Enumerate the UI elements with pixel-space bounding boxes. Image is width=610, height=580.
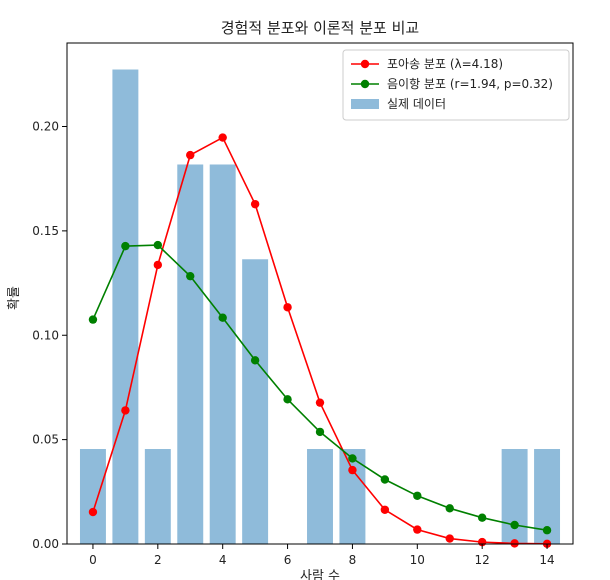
series-1-point-9 — [380, 475, 390, 484]
bar-7 — [307, 449, 333, 544]
series-1-point-3 — [186, 271, 195, 281]
x-axis-ticks: 0 2 4 6 8 10 12 14 — [89, 544, 555, 567]
series-0-point-5 — [250, 199, 260, 209]
series-1-point-14 — [542, 526, 552, 535]
y-axis-title: 확률 — [7, 286, 22, 310]
x-tick-label-2: 2 — [154, 553, 162, 567]
legend-label-negbinom: 음이항 분포 (r=1.94, p=0.32) — [387, 77, 553, 91]
series-0-point-8 — [348, 465, 357, 475]
series-0-point-13 — [510, 539, 519, 548]
legend-marker-poisson — [360, 59, 370, 69]
bar-1 — [112, 69, 139, 544]
series-0-point-7 — [315, 398, 325, 407]
legend-label-poisson: 포아송 분포 (λ=4.18) — [387, 57, 503, 71]
series-1-point-13 — [510, 520, 519, 530]
y-tick-label-2: 0.10 — [32, 328, 59, 342]
series-1-point-4 — [218, 313, 227, 322]
x-axis-title: 사람 수 — [300, 569, 340, 580]
series-0-point-1 — [121, 406, 130, 415]
bar-5 — [242, 259, 269, 544]
y-tick-label-3: 0.15 — [32, 224, 59, 238]
series-1-point-1 — [121, 241, 130, 251]
bar-3 — [177, 164, 204, 544]
bars-layer — [79, 69, 561, 544]
x-tick-label-12: 12 — [475, 553, 490, 567]
chart-title: 경험적 분포와 이론적 분포 비교 — [221, 19, 419, 37]
lines-layer — [88, 133, 552, 548]
legend-marker-negbinom — [360, 79, 370, 89]
bar-4 — [209, 164, 236, 544]
bar-13 — [501, 449, 528, 544]
series-1-point-10 — [413, 491, 422, 500]
plot-frame — [66, 42, 574, 545]
x-tick-label-14: 14 — [539, 553, 554, 567]
series-1-point-0 — [88, 315, 98, 324]
series-0-point-2 — [153, 260, 163, 270]
series-0-point-0 — [88, 507, 98, 517]
series-1-point-6 — [283, 395, 292, 404]
y-tick-label-0: 0.00 — [32, 537, 59, 551]
series-0-point-9 — [380, 505, 390, 514]
series-1-point-11 — [445, 504, 454, 513]
series-1-point-8 — [348, 454, 357, 463]
x-tick-label-4: 4 — [219, 553, 227, 567]
series-0-point-11 — [445, 534, 454, 543]
series-0-point-10 — [413, 525, 422, 534]
legend-swatch-actual — [351, 99, 379, 109]
x-tick-label-0: 0 — [89, 553, 97, 567]
series-0-point-6 — [283, 303, 292, 312]
x-tick-label-6: 6 — [284, 553, 292, 567]
series-1-point-12 — [477, 513, 487, 522]
series-0-point-4 — [218, 133, 227, 142]
series-1-point-5 — [250, 356, 260, 365]
y-axis-ticks: 0.00 0.05 0.10 0.15 0.20 — [32, 120, 67, 551]
y-tick-label-1: 0.05 — [32, 433, 59, 447]
legend-label-actual: 실제 데이터 — [387, 97, 446, 111]
legend: 포아송 분포 (λ=4.18) 음이항 분포 (r=1.94, p=0.32) 실제… — [342, 49, 570, 121]
legend-box — [342, 49, 570, 121]
bar-0 — [79, 449, 106, 544]
series-1-point-2 — [153, 240, 163, 250]
x-tick-label-10: 10 — [410, 553, 425, 567]
bar-2 — [144, 449, 171, 544]
y-tick-label-4: 0.20 — [32, 120, 59, 134]
series-0-point-3 — [186, 150, 195, 160]
series-1-point-7 — [315, 427, 325, 437]
x-tick-label-8: 8 — [349, 553, 357, 567]
bar-8 — [339, 449, 366, 544]
